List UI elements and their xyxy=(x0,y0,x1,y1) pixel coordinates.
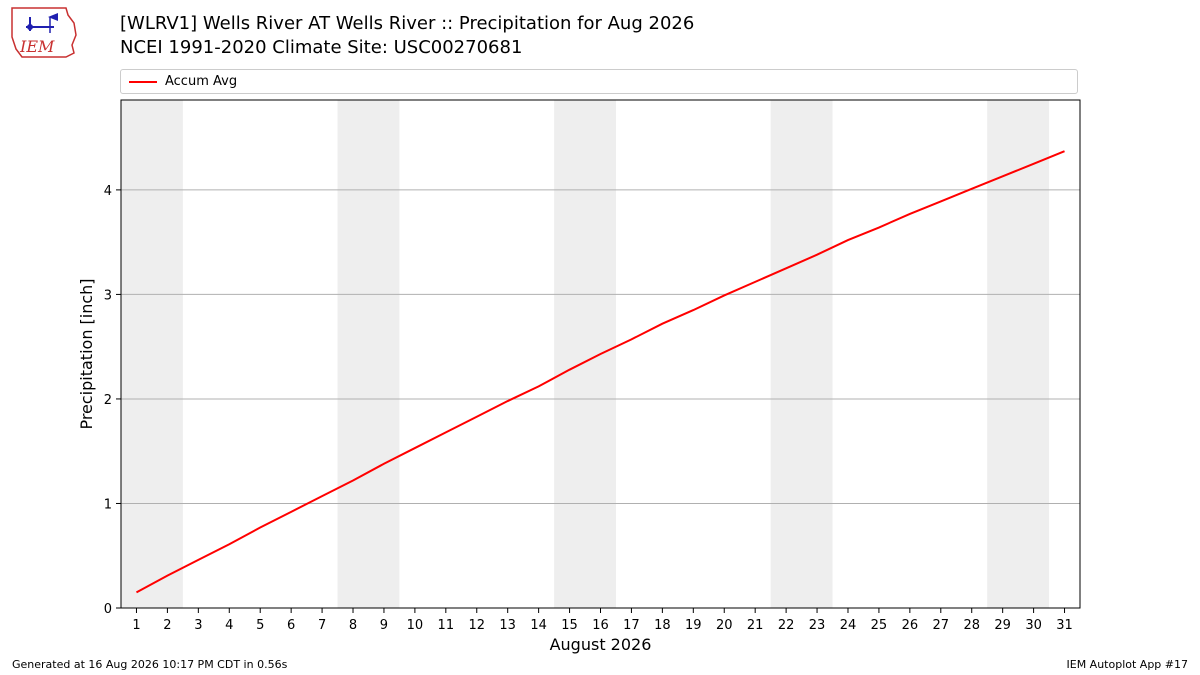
x-tick-label-27: 27 xyxy=(933,618,950,633)
x-tick-label-13: 13 xyxy=(499,618,516,633)
x-tick-label-24: 24 xyxy=(840,618,857,633)
x-tick-label-12: 12 xyxy=(468,618,485,633)
x-tick-label-22: 22 xyxy=(778,618,795,633)
y-tick-label-2: 2 xyxy=(104,393,112,408)
y-tick-label-0: 0 xyxy=(104,602,112,617)
x-tick-label-5: 5 xyxy=(256,618,264,633)
x-tick-label-2: 2 xyxy=(163,618,171,633)
weekend-band-3 xyxy=(770,100,833,608)
x-tick-label-4: 4 xyxy=(225,618,233,633)
x-tick-label-30: 30 xyxy=(1025,618,1042,633)
x-tick-label-8: 8 xyxy=(349,618,357,633)
x-tick-label-10: 10 xyxy=(407,618,424,633)
generated-timestamp: Generated at 16 Aug 2026 10:17 PM CDT in… xyxy=(12,658,288,671)
x-tick-label-25: 25 xyxy=(871,618,888,633)
iem-logo-icon: IEM xyxy=(11,7,77,58)
x-tick-label-11: 11 xyxy=(438,618,455,633)
svg-text:IEM: IEM xyxy=(19,37,55,56)
x-tick-label-7: 7 xyxy=(318,618,326,633)
x-tick-label-26: 26 xyxy=(902,618,919,633)
weekend-band-2 xyxy=(554,100,616,608)
x-tick-label-3: 3 xyxy=(194,618,202,633)
legend-swatch-accum-avg xyxy=(129,81,157,83)
x-tick-label-19: 19 xyxy=(685,618,702,633)
y-tick-label-4: 4 xyxy=(104,184,112,199)
legend-label-accum-avg: Accum Avg xyxy=(165,74,238,89)
y-tick-label-1: 1 xyxy=(104,497,112,512)
x-tick-label-23: 23 xyxy=(809,618,826,633)
x-tick-label-16: 16 xyxy=(592,618,609,633)
weekend-band-0 xyxy=(121,100,183,608)
x-tick-label-18: 18 xyxy=(654,618,671,633)
y-tick-label-3: 3 xyxy=(104,288,112,303)
x-tick-label-9: 9 xyxy=(380,618,388,633)
chart-legend: Accum Avg xyxy=(120,69,1078,94)
x-tick-label-29: 29 xyxy=(994,618,1011,633)
chart-title: [WLRV1] Wells River AT Wells River :: Pr… xyxy=(120,13,695,34)
x-tick-label-15: 15 xyxy=(561,618,578,633)
x-tick-label-6: 6 xyxy=(287,618,295,633)
chart-subtitle: NCEI 1991-2020 Climate Site: USC00270681 xyxy=(120,37,523,58)
x-axis-label: August 2026 xyxy=(550,635,652,654)
weekend-band-4 xyxy=(987,100,1050,608)
x-tick-label-20: 20 xyxy=(716,618,733,633)
x-tick-label-28: 28 xyxy=(963,618,980,633)
x-tick-label-17: 17 xyxy=(623,618,640,633)
y-axis-label: Precipitation [inch] xyxy=(77,278,96,429)
x-tick-label-14: 14 xyxy=(530,618,547,633)
weekend-band-1 xyxy=(337,100,400,608)
x-tick-label-21: 21 xyxy=(747,618,764,633)
x-tick-label-31: 31 xyxy=(1056,618,1073,633)
x-tick-label-1: 1 xyxy=(132,618,140,633)
app-credit: IEM Autoplot App #17 xyxy=(1066,658,1189,671)
